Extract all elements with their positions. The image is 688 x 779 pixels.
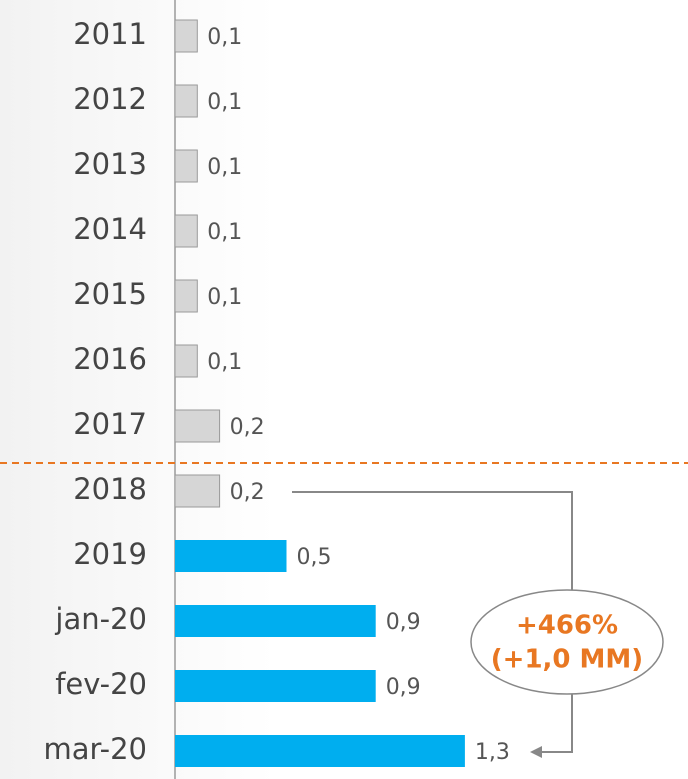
value-label: 0,1 (207, 155, 242, 180)
value-label: 0,2 (230, 480, 265, 505)
value-label: 0,5 (297, 545, 332, 570)
y-tick-label: 2018 (73, 472, 147, 506)
y-tick-label: 2019 (73, 537, 147, 571)
bar (175, 670, 376, 702)
bar (174, 84, 198, 118)
bar (174, 474, 221, 508)
value-label: 1,3 (475, 740, 510, 765)
y-tick-label: 2016 (73, 342, 147, 376)
bar (175, 540, 287, 572)
value-label: 0,1 (207, 220, 242, 245)
y-tick-label: fev-20 (55, 667, 147, 701)
value-label: 0,2 (230, 415, 265, 440)
bar (174, 344, 198, 378)
bar (174, 19, 198, 53)
y-tick-label: 2015 (73, 277, 147, 311)
bar (174, 279, 198, 313)
annotation: +466% (516, 611, 618, 641)
y-tick-label: mar-20 (44, 732, 147, 766)
value-label: 0,9 (386, 610, 421, 635)
bar (174, 149, 198, 183)
y-tick-label: jan-20 (54, 602, 147, 636)
y-tick-label: 2013 (73, 147, 147, 181)
bar (174, 409, 221, 443)
y-tick-label: 2017 (73, 407, 147, 441)
bar (175, 605, 376, 637)
y-tick-label: 2014 (73, 212, 147, 246)
y-tick-label: 2011 (73, 17, 147, 51)
value-label: 0,9 (386, 675, 421, 700)
value-label: 0,1 (207, 285, 242, 310)
value-label: 0,1 (207, 90, 242, 115)
value-label: 0,1 (207, 350, 242, 375)
arrow-head (530, 746, 542, 758)
annotation: (+1,0 MM) (491, 645, 643, 675)
value-label: 0,1 (207, 25, 242, 50)
bar (175, 735, 465, 767)
bar (174, 214, 198, 248)
annotation-bubble (470, 589, 664, 695)
y-tick-label: 2012 (73, 82, 147, 116)
